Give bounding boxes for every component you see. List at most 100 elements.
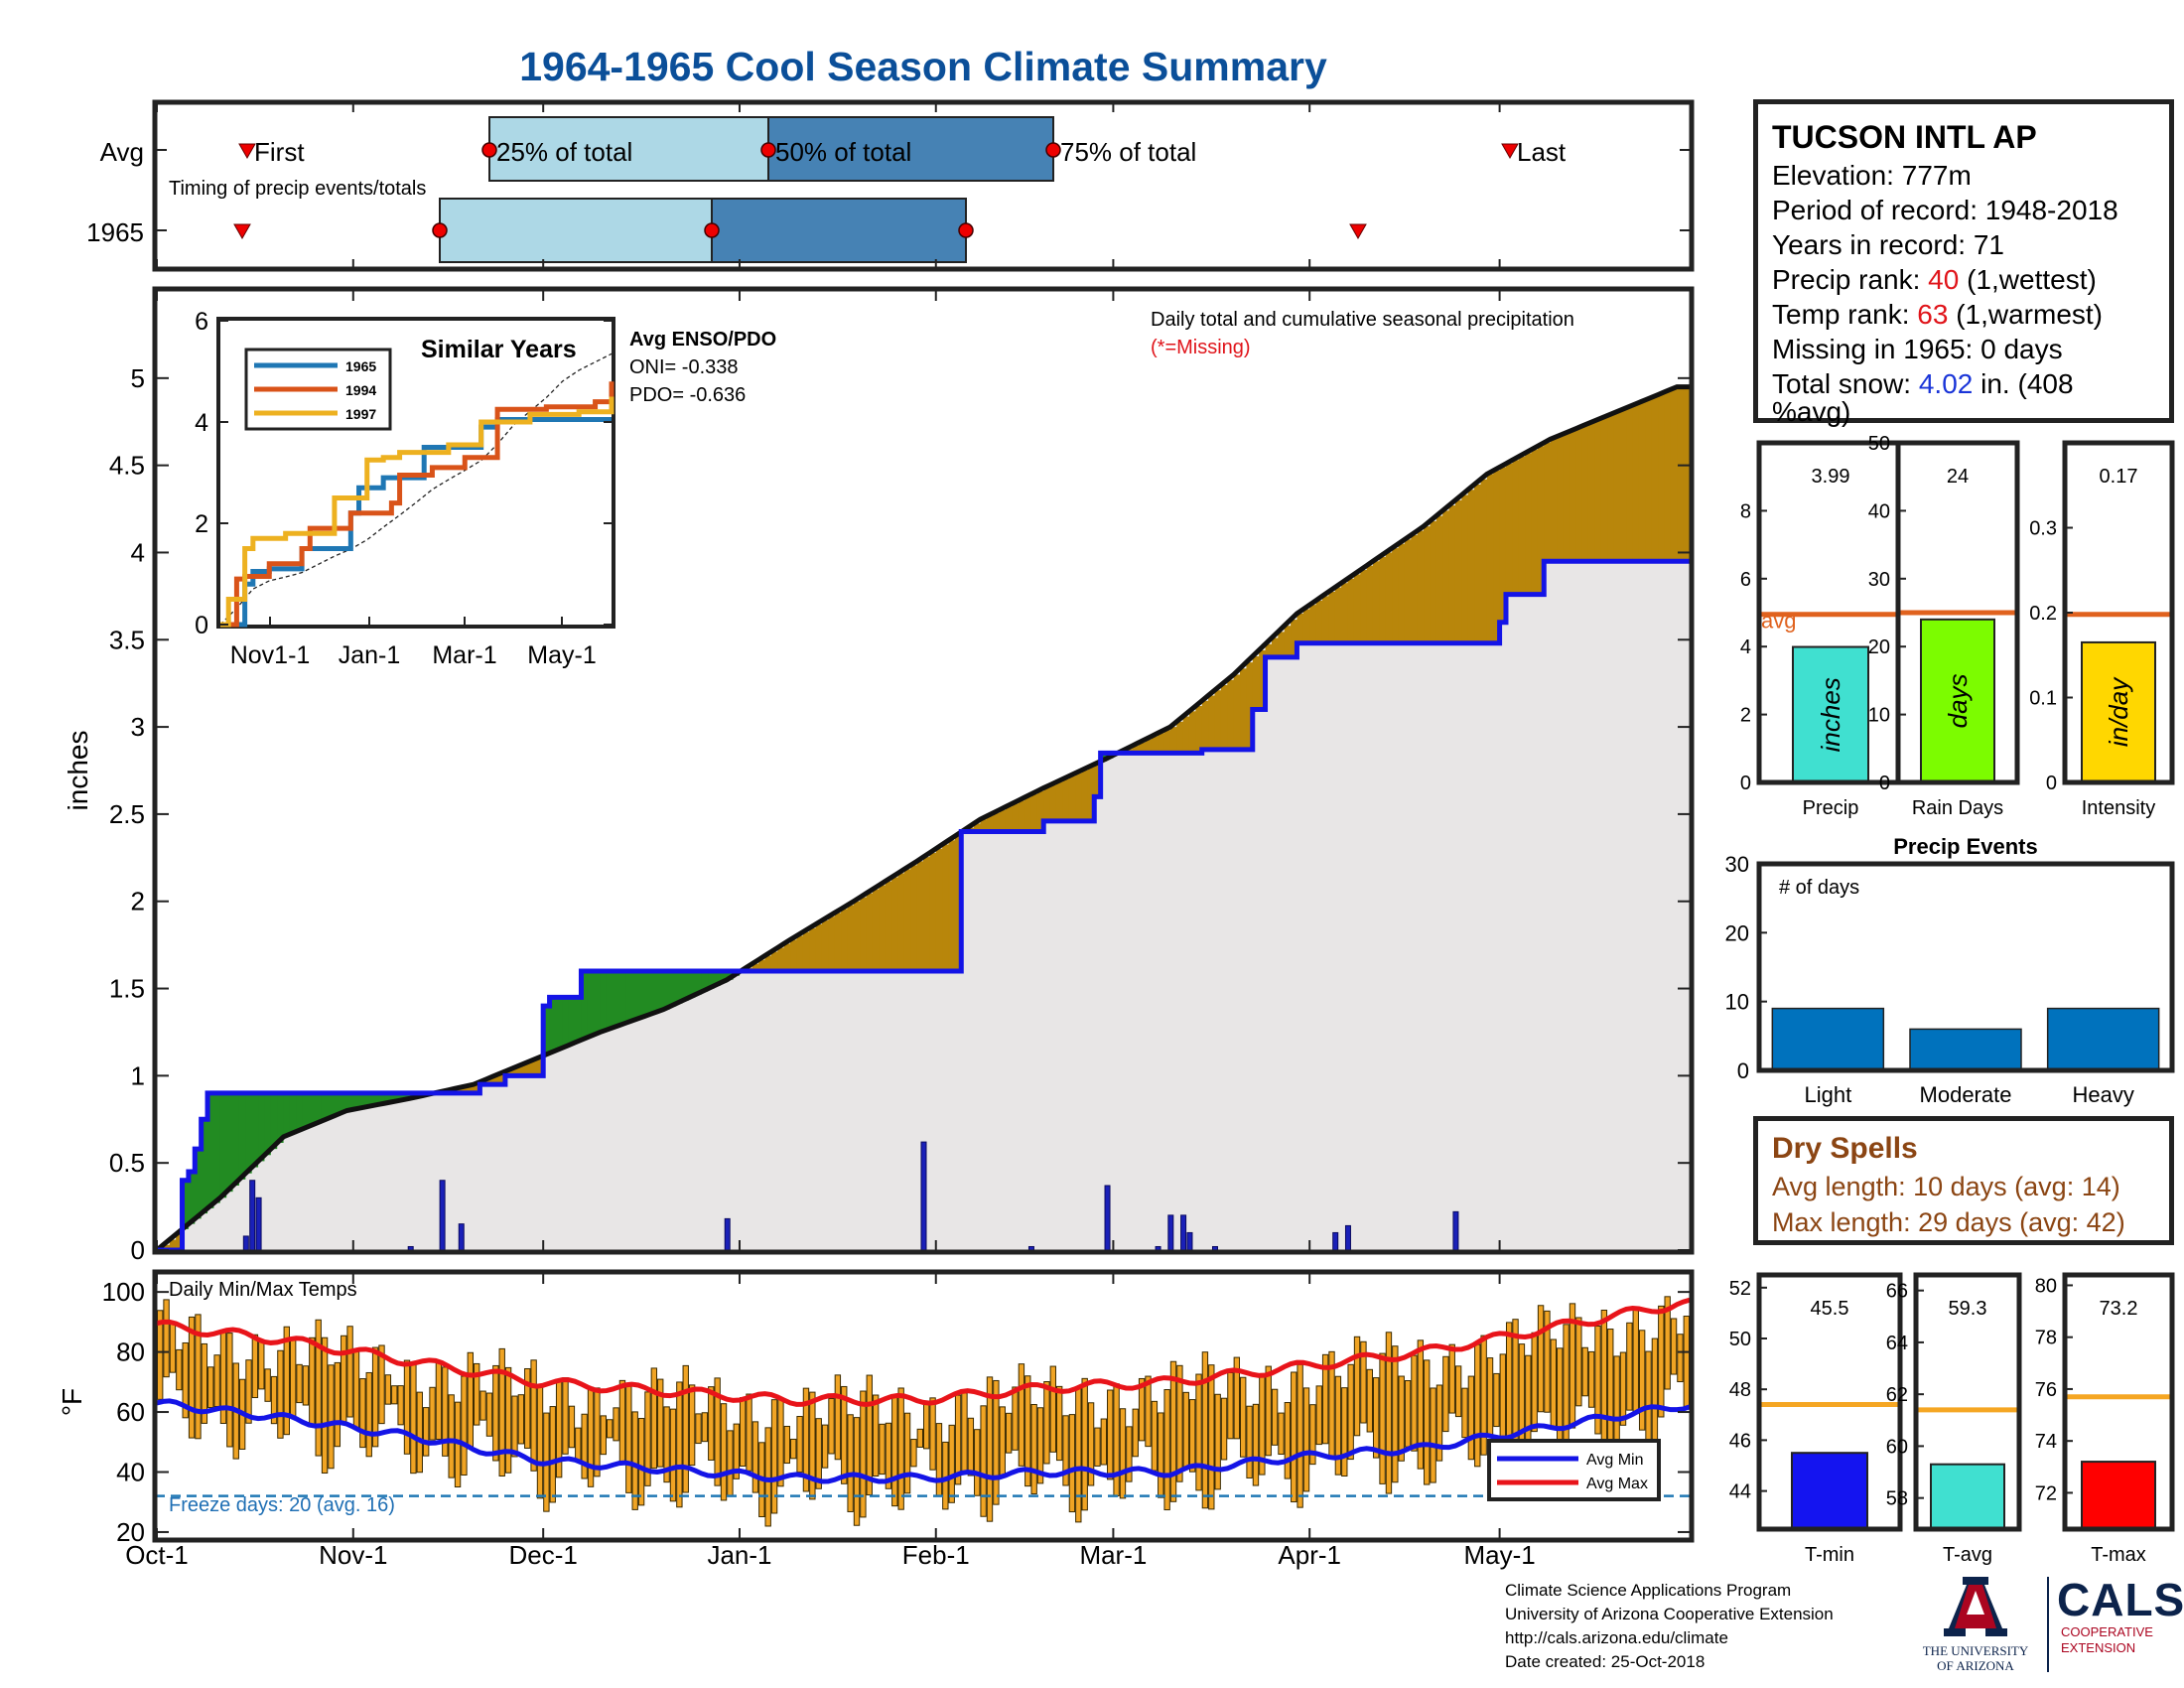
diff-fill (1220, 684, 1228, 750)
base-fill (1430, 642, 1437, 1250)
temp-day-bar (277, 1349, 284, 1439)
diff-fill (1094, 764, 1102, 797)
diff-fill (1321, 596, 1329, 643)
temp-day-bar (853, 1417, 861, 1526)
timing-avg-last-marker (1501, 143, 1519, 160)
ytick-label: 0 (2046, 773, 2057, 794)
diff-fill (251, 1092, 259, 1168)
base-fill (954, 970, 962, 1250)
base-fill (1315, 642, 1323, 1250)
base-fill (448, 1092, 456, 1250)
diff-fill (1544, 442, 1552, 562)
temp-day-bar (841, 1385, 848, 1484)
diff-fill (714, 970, 722, 986)
ytick-label: 8 (1740, 500, 1751, 522)
diff-fill (1486, 474, 1494, 643)
diff-fill (701, 970, 709, 992)
temp-day-bar (1188, 1399, 1196, 1473)
temp-day-bar (1442, 1355, 1449, 1433)
temp-day-bar (245, 1359, 252, 1424)
diff-fill (879, 885, 887, 971)
inset-legend: 1965 1994 1997 (244, 348, 392, 431)
temp-day-bar (1309, 1404, 1316, 1466)
diff-fill (1284, 626, 1292, 657)
base-fill (897, 970, 905, 1250)
temp-day-bar (511, 1395, 518, 1458)
diff-fill (1138, 742, 1146, 754)
ytick-label: 76 (2035, 1379, 2057, 1401)
avg-cumulative-line (155, 384, 1690, 1252)
precip-rank-suffix: (1,wettest) (1959, 264, 2097, 295)
diff-fill (1291, 620, 1297, 657)
temp-day-bar (980, 1405, 987, 1517)
avg-max-line (156, 1297, 1691, 1407)
inset-xtick-label: Nov1-1 (230, 641, 311, 669)
base-fill (1417, 642, 1425, 1250)
bar-category-label: T-min (1805, 1544, 1854, 1566)
base-fill (606, 1030, 614, 1250)
daily-precip-bar (724, 1217, 731, 1251)
events-category-label: Moderate (1920, 1082, 2012, 1107)
events-bar (1771, 1007, 1885, 1071)
month-label: Jan-1 (707, 1540, 771, 1570)
base-fill (1005, 831, 1013, 1250)
base-fill (1518, 594, 1526, 1250)
timing-1965-q75-dot (958, 222, 974, 238)
ytick-label: 52 (1729, 1278, 1751, 1300)
base-fill (511, 1075, 519, 1250)
temp-day-bar (1284, 1402, 1292, 1479)
precip-rank-line: Precip rank: 40 (1,wettest) (1772, 262, 2169, 297)
base-fill (764, 970, 772, 1250)
diff-fill (1448, 505, 1456, 643)
base-fill (891, 970, 898, 1250)
inset-legend-1994: 1994 (345, 382, 376, 398)
diff-fill (1424, 526, 1431, 643)
temp-day-bar (688, 1384, 696, 1467)
cals-wordmark: CALS (2057, 1574, 2184, 1625)
diff-fill (397, 1092, 405, 1101)
diff-fill (511, 1068, 519, 1076)
temp-day-bar (289, 1336, 297, 1418)
diff-fill (708, 970, 715, 989)
base-fill (1411, 642, 1419, 1250)
base-fill (1442, 642, 1450, 1250)
precip-ytick-label: 4.5 (109, 451, 145, 481)
diff-fill (1246, 662, 1254, 750)
base-fill (1544, 561, 1552, 1250)
temp-day-bar (1302, 1387, 1310, 1492)
base-fill (613, 1027, 620, 1250)
diff-fill (1531, 449, 1539, 595)
base-fill (1195, 753, 1203, 1250)
temp-daily-bars (157, 1296, 1691, 1527)
temp-day-bar (999, 1406, 1006, 1477)
base-fill (751, 970, 759, 1250)
temp-day-bar (669, 1408, 677, 1502)
diff-fill (289, 1092, 297, 1135)
diff-fill (758, 959, 765, 971)
diff-fill (916, 861, 924, 971)
base-fill (1094, 796, 1102, 1250)
daily-precip-bar (1332, 1231, 1339, 1251)
base-fill (916, 970, 924, 1250)
diff-fill (371, 1092, 379, 1106)
inset-legend-1997: 1997 (345, 406, 376, 422)
diff-fill (1632, 405, 1640, 562)
inset-axes: 0 2 4 6 Nov1-1 Jan-1 Mar-1 May-1 (195, 308, 612, 669)
diff-fill (1188, 711, 1196, 754)
temp-day-bar (897, 1387, 904, 1510)
temp-ytick-label: 100 (102, 1277, 145, 1307)
temp-ytick-label: 60 (116, 1397, 145, 1427)
station-years: Years in record: 71 (1772, 229, 2004, 260)
temp-day-bar (1480, 1335, 1487, 1456)
footer-line-2: University of Arizona Cooperative Extens… (1505, 1605, 1834, 1623)
temp-day-bar (1208, 1364, 1215, 1510)
temp-day-bar (847, 1414, 854, 1512)
base-fill (1677, 561, 1685, 1250)
legend-avg-max: Avg Max (1586, 1476, 1648, 1492)
temp-day-bar (860, 1390, 867, 1518)
diff-fill (770, 951, 778, 971)
temp-day-bar (498, 1347, 505, 1477)
base-fill (1201, 749, 1209, 1250)
temp-day-bar (676, 1381, 683, 1508)
